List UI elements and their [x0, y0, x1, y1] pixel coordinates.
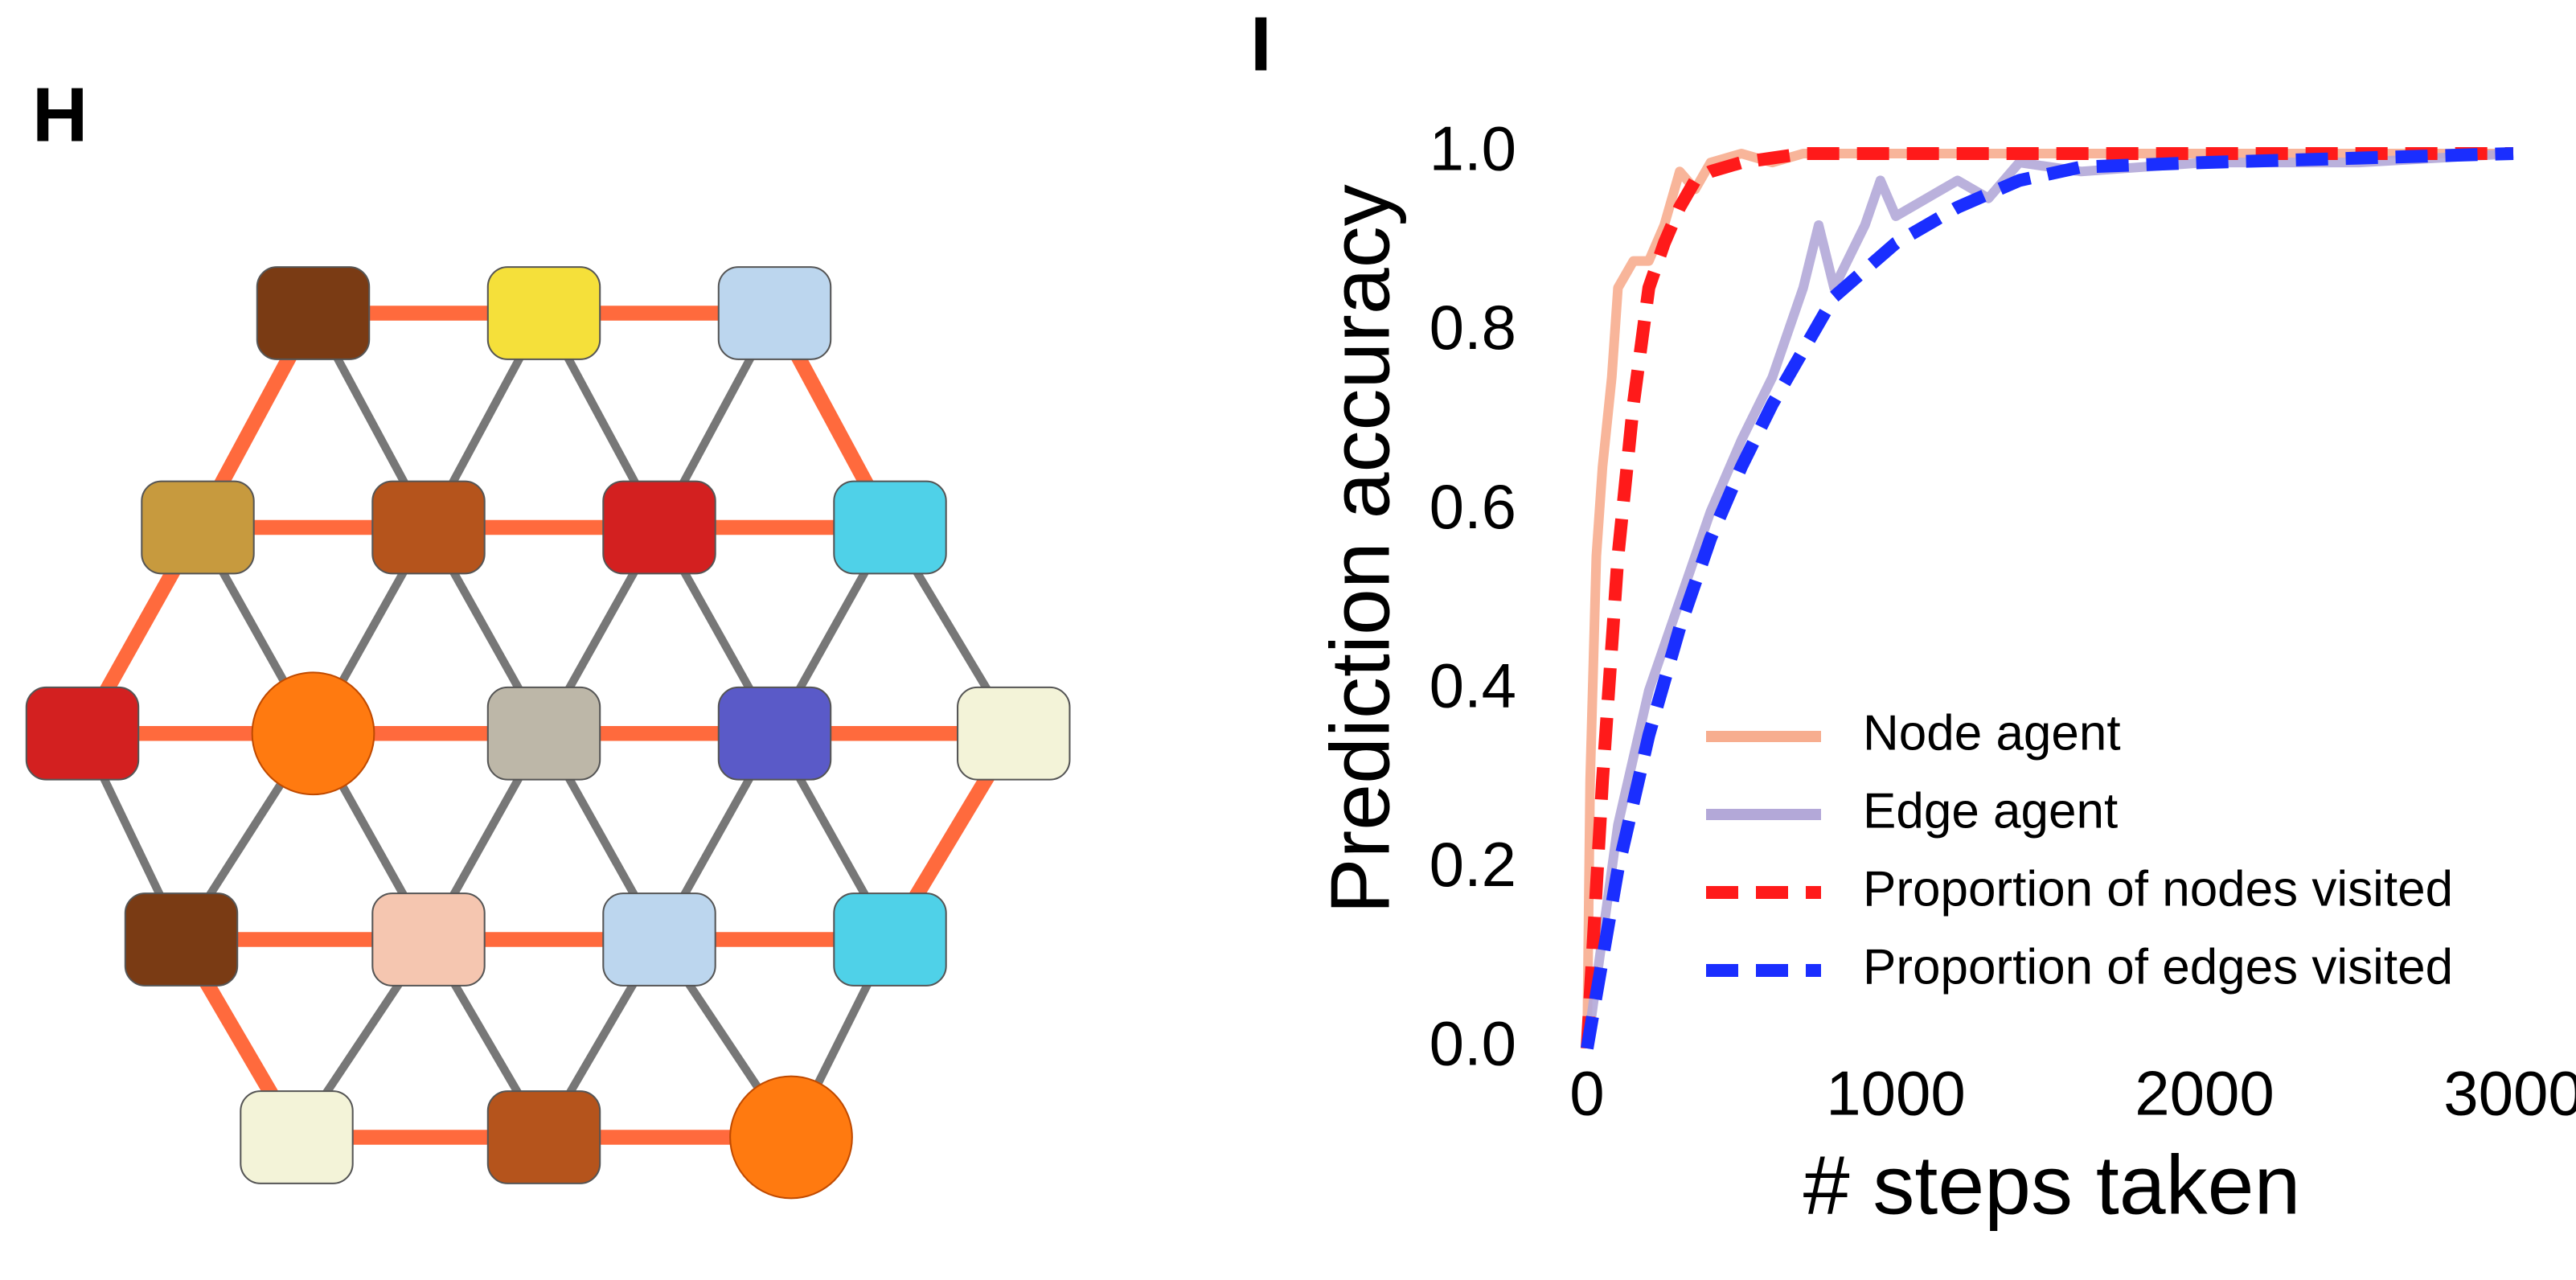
node-icon [833, 480, 947, 575]
node-icon [486, 686, 601, 781]
legend-label: Proportion of nodes visited [1863, 861, 2453, 917]
node-icon [602, 892, 716, 987]
y-tick-label: 0.2 [1430, 829, 1516, 900]
data-line [1581, 147, 2514, 1050]
legend-label: Edge agent [1863, 783, 2118, 839]
legend-label: Node agent [1863, 705, 2121, 761]
node-icon [729, 1075, 853, 1200]
node-icon [124, 892, 239, 987]
data-line [1581, 147, 2513, 1049]
graph-diagram [25, 266, 1071, 1200]
legend-label: Proportion of edges visited [1863, 939, 2453, 995]
node-icon [371, 480, 486, 575]
x-tick-label: 3000 [2443, 1058, 2576, 1129]
y-tick-label: 0.8 [1430, 292, 1516, 363]
node-icon [717, 266, 832, 360]
node-icon [486, 266, 601, 360]
node-icon [371, 892, 486, 987]
y-tick-label: 0.6 [1430, 471, 1516, 542]
x-tick-label: 0 [1569, 1058, 1604, 1129]
node-icon [717, 686, 832, 781]
panel-label: H [32, 72, 88, 158]
node-icon [256, 266, 371, 360]
x-tick-label: 1000 [1826, 1058, 1966, 1129]
node-icon [957, 686, 1071, 781]
y-tick-label: 0.4 [1430, 650, 1516, 720]
node-icon [141, 480, 255, 575]
y-tick-label: 1.0 [1430, 113, 1516, 184]
node-icon [251, 671, 375, 796]
y-tick-label: 0.0 [1430, 1008, 1516, 1079]
x-tick-label: 2000 [2135, 1058, 2275, 1129]
node-icon [25, 686, 140, 781]
x-axis-label: # steps taken [1803, 1138, 2301, 1232]
node-icon [240, 1090, 354, 1184]
panel-label: I [1250, 1, 1272, 87]
node-icon [486, 1090, 601, 1184]
node-icon [602, 480, 716, 575]
node-icon [833, 892, 947, 987]
y-axis-label: Prediction accuracy [1314, 184, 1407, 914]
data-line [1582, 149, 2513, 1049]
